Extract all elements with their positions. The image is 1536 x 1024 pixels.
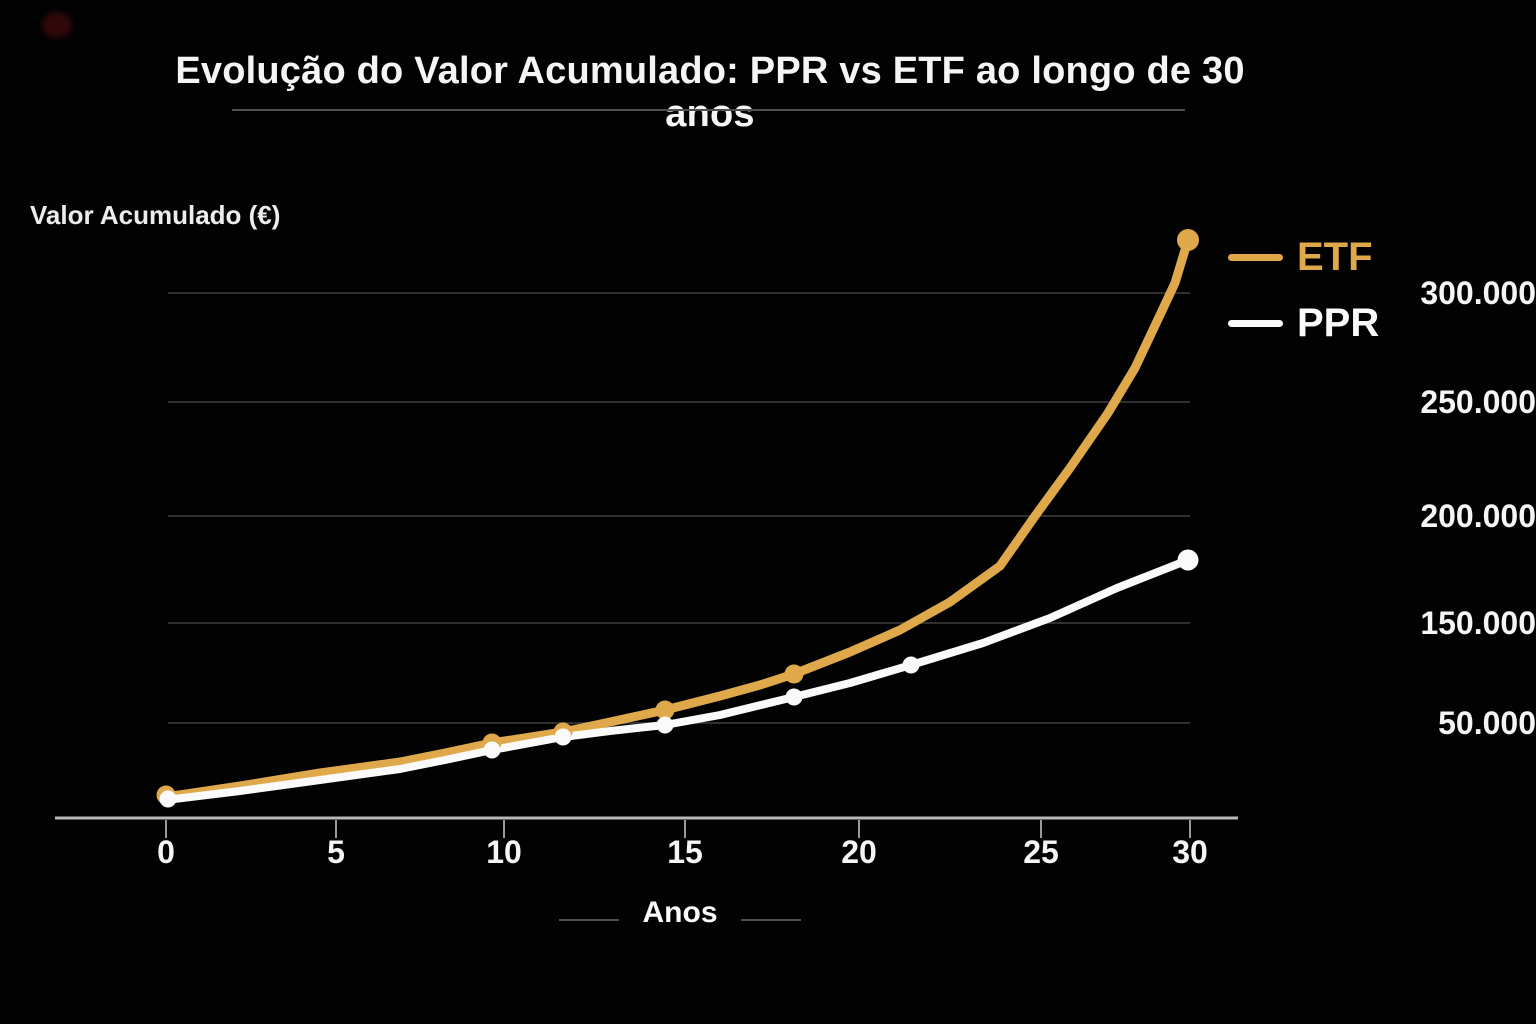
x-tick-label: 0 [157,834,175,870]
legend-label-etf: ETF [1297,235,1373,279]
end-point-ppr [1177,549,1199,571]
legend-item-etf: ETF [1228,233,1379,281]
data-point-etf [655,700,675,720]
x-axis-label: Anos [642,896,718,929]
etf-line-swatch [1228,253,1283,261]
x-tick-label: 20 [841,834,877,870]
series-line-ppr [162,556,1192,804]
y-tick-label: 300.000 [1420,275,1536,311]
ppr-line-swatch [1228,319,1283,327]
xlabel-right-dash [741,919,801,921]
x-tick-label: 5 [327,834,345,870]
y-tick-label: 200.000 [1420,498,1536,534]
legend-item-ppr: PPR [1228,299,1379,347]
title-underline [232,109,1185,111]
data-point-ppr [159,790,177,808]
watermark-smudge [42,12,72,38]
data-point-ppr [656,716,674,734]
y-tick-label: 50.000 [1438,705,1536,741]
y-tick-label: 250.000 [1420,384,1536,420]
data-point-ppr [554,728,572,746]
chart-title: Evolução do Valor Acumulado: PPR vs ETF … [175,50,1245,135]
data-point-ppr [785,688,803,706]
series-line-etf [161,235,1193,802]
data-point-ppr [902,656,920,674]
x-axis-label-row: Anos [555,896,805,944]
data-point-ppr [483,741,501,759]
data-point-etf [784,664,804,684]
x-tick-label: 25 [1023,834,1059,870]
y-axis-label: Valor Acumulado (€) [30,200,281,230]
x-tick-label: 30 [1172,834,1208,870]
end-point-etf [1177,229,1199,251]
legend-label-ppr: PPR [1297,301,1380,345]
x-tick-label: 10 [486,834,522,870]
legend: ETF PPR [1228,233,1379,347]
y-tick-label: 150.000 [1420,605,1536,641]
x-tick-label: 15 [667,834,703,870]
xlabel-left-dash [559,919,619,921]
